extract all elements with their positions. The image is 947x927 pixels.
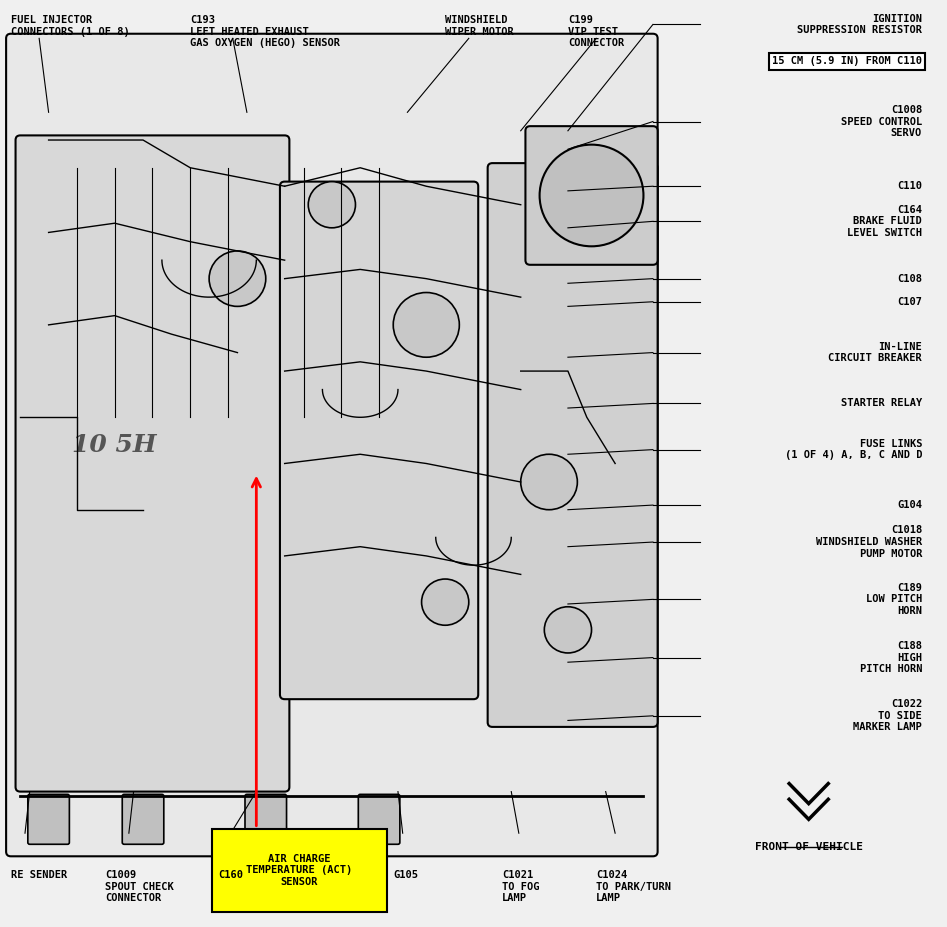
- Text: C199
VIP TEST
CONNECTOR: C199 VIP TEST CONNECTOR: [568, 15, 624, 48]
- FancyBboxPatch shape: [526, 126, 657, 265]
- Text: RE SENDER: RE SENDER: [10, 870, 67, 880]
- Circle shape: [393, 293, 459, 357]
- FancyBboxPatch shape: [245, 794, 287, 844]
- Text: IN-LINE
CIRCUIT BREAKER: IN-LINE CIRCUIT BREAKER: [829, 342, 922, 363]
- Text: C1024
TO PARK/TURN
LAMP: C1024 TO PARK/TURN LAMP: [597, 870, 671, 903]
- Text: IGNITION
SUPPRESSION RESISTOR: IGNITION SUPPRESSION RESISTOR: [797, 14, 922, 35]
- FancyBboxPatch shape: [358, 794, 400, 844]
- Text: C1018
WINDSHIELD WASHER
PUMP MOTOR: C1018 WINDSHIELD WASHER PUMP MOTOR: [815, 526, 922, 559]
- FancyBboxPatch shape: [15, 135, 290, 792]
- FancyBboxPatch shape: [122, 794, 164, 844]
- Text: STARTER RELAY: STARTER RELAY: [841, 399, 922, 409]
- Text: C110: C110: [897, 182, 922, 191]
- Text: G105: G105: [393, 870, 419, 880]
- Text: C1008
SPEED CONTROL
SERVO: C1008 SPEED CONTROL SERVO: [841, 105, 922, 138]
- Text: C193
LEFT HEATED EXHAUST
GAS OXYGEN (HEGO) SENSOR: C193 LEFT HEATED EXHAUST GAS OXYGEN (HEG…: [190, 15, 340, 48]
- Text: WINDSHIELD
WIPER MOTOR: WINDSHIELD WIPER MOTOR: [445, 15, 514, 37]
- Text: AIR CHARGE
TEMPERATURE (ACT)
SENSOR: AIR CHARGE TEMPERATURE (ACT) SENSOR: [246, 854, 352, 887]
- Text: FUEL INJECTOR
CONNECTORS (1 OF 8): FUEL INJECTOR CONNECTORS (1 OF 8): [10, 15, 130, 37]
- Text: C108: C108: [897, 273, 922, 284]
- FancyBboxPatch shape: [488, 163, 657, 727]
- Circle shape: [209, 251, 266, 307]
- Circle shape: [540, 145, 643, 247]
- Circle shape: [521, 454, 578, 510]
- Text: C189
LOW PITCH
HORN: C189 LOW PITCH HORN: [866, 583, 922, 616]
- Text: C160: C160: [219, 870, 243, 880]
- Text: C1021
TO FOG
LAMP: C1021 TO FOG LAMP: [502, 870, 540, 903]
- FancyBboxPatch shape: [27, 794, 69, 844]
- FancyBboxPatch shape: [6, 33, 657, 857]
- Text: C1022
TO SIDE
MARKER LAMP: C1022 TO SIDE MARKER LAMP: [853, 699, 922, 732]
- FancyBboxPatch shape: [212, 829, 386, 912]
- Circle shape: [309, 182, 355, 228]
- Text: FUSE LINKS
(1 OF 4) A, B, C AND D: FUSE LINKS (1 OF 4) A, B, C AND D: [784, 438, 922, 461]
- Text: C188
HIGH
PITCH HORN: C188 HIGH PITCH HORN: [860, 641, 922, 674]
- FancyBboxPatch shape: [280, 182, 478, 699]
- Text: C107: C107: [897, 297, 922, 307]
- Text: 15 CM (5.9 IN) FROM C110: 15 CM (5.9 IN) FROM C110: [772, 57, 922, 67]
- Circle shape: [421, 579, 469, 625]
- Text: C1009
SPOUT CHECK
CONNECTOR: C1009 SPOUT CHECK CONNECTOR: [105, 870, 174, 903]
- Text: 10 5H: 10 5H: [73, 433, 157, 457]
- Circle shape: [545, 607, 592, 653]
- Text: C164
BRAKE FLUID
LEVEL SWITCH: C164 BRAKE FLUID LEVEL SWITCH: [847, 205, 922, 238]
- Text: G104: G104: [897, 500, 922, 510]
- Text: FRONT OF VEHICLE: FRONT OF VEHICLE: [755, 843, 863, 853]
